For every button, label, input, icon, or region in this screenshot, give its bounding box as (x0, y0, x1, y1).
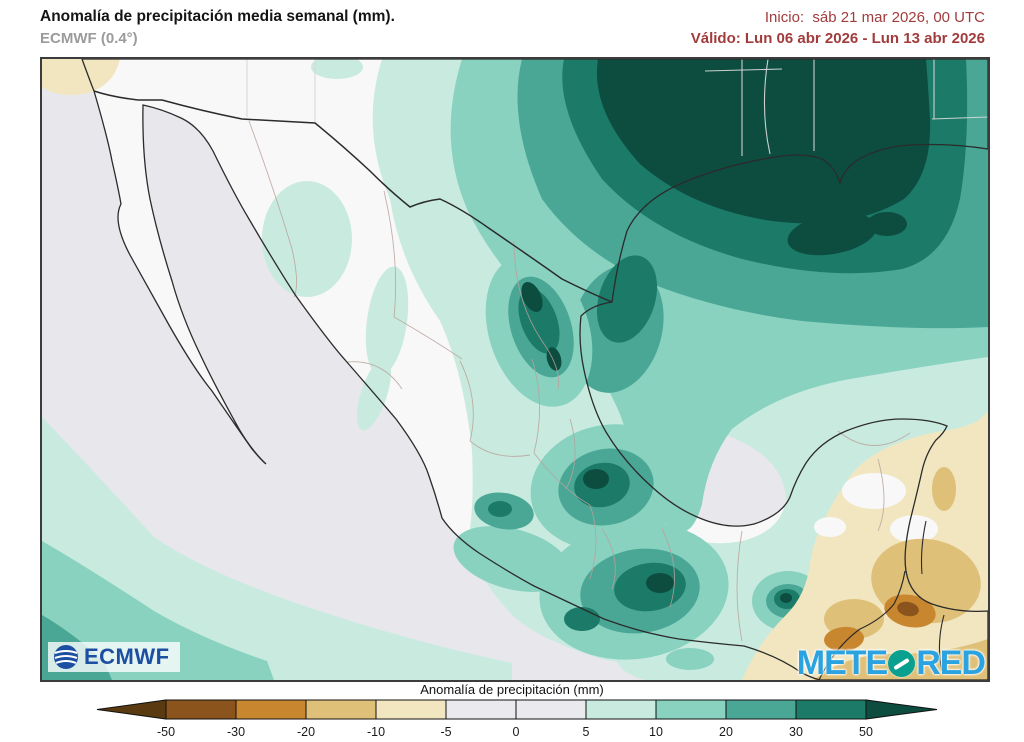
colorbar-segment (305, 699, 377, 720)
colorbar-over-arrow (865, 699, 938, 720)
colorbar-tick: -5 (440, 725, 451, 739)
meteored-o-icon (888, 649, 916, 677)
colorbar-tick: 5 (583, 725, 590, 739)
ecmwf-logo: ECMWF (48, 642, 180, 672)
colorbar-tick: 0 (513, 725, 520, 739)
colorbar-tick: 10 (649, 725, 663, 739)
colorbar: -50 -30 -20 -10 -5 0 5 10 20 30 50 (96, 699, 938, 739)
guatemala-border (818, 570, 906, 680)
colorbar-segment (795, 699, 867, 720)
colorbar-tick: 20 (719, 725, 733, 739)
colorbar-tick: 50 (859, 725, 873, 739)
colorbar-under-arrow (96, 699, 167, 720)
map-canvas (42, 59, 988, 680)
coastlines (81, 59, 988, 680)
colorbar-tick: -50 (157, 725, 175, 739)
belize-border (920, 520, 927, 575)
map-title: Anomalía de precipitación media semanal … (40, 8, 395, 25)
us-mexico-border (93, 90, 613, 303)
ecmwf-logo-text: ECMWF (84, 644, 170, 669)
honduras-border (938, 614, 945, 672)
valid-period-label: Válido: Lun 06 abr 2026 - Lun 13 abr 202… (690, 30, 985, 47)
colorbar-segment (375, 699, 447, 720)
colorbar-segment (725, 699, 797, 720)
meteored-logo: METE RED (796, 644, 986, 682)
negative-anomaly-field (42, 59, 988, 680)
meteored-text-left: METE (796, 644, 888, 682)
colorbar-segment (655, 699, 727, 720)
colorbar-segment (585, 699, 657, 720)
ecmwf-logo-icon (54, 645, 78, 669)
colorbar-segment (235, 699, 307, 720)
colorbar-segment (515, 699, 587, 720)
colorbar-segment (445, 699, 517, 720)
colorbar-tick: 30 (789, 725, 803, 739)
us-state-borders (246, 59, 988, 156)
colorbar-tick: -10 (367, 725, 385, 739)
model-label: ECMWF (0.4°) (40, 30, 138, 47)
colorbar-label: Anomalía de precipitación (mm) (420, 682, 604, 697)
precip-anomaly-map: ECMWF METE RED (40, 57, 990, 682)
meteored-text-right: RED (916, 644, 986, 682)
colorbar-segment (165, 699, 237, 720)
run-init-label: Inicio: sáb 21 mar 2026, 00 UTC (764, 9, 985, 26)
colorbar-tick: -20 (297, 725, 315, 739)
mx-state-borders (248, 120, 911, 642)
colorbar-tick: -30 (227, 725, 245, 739)
